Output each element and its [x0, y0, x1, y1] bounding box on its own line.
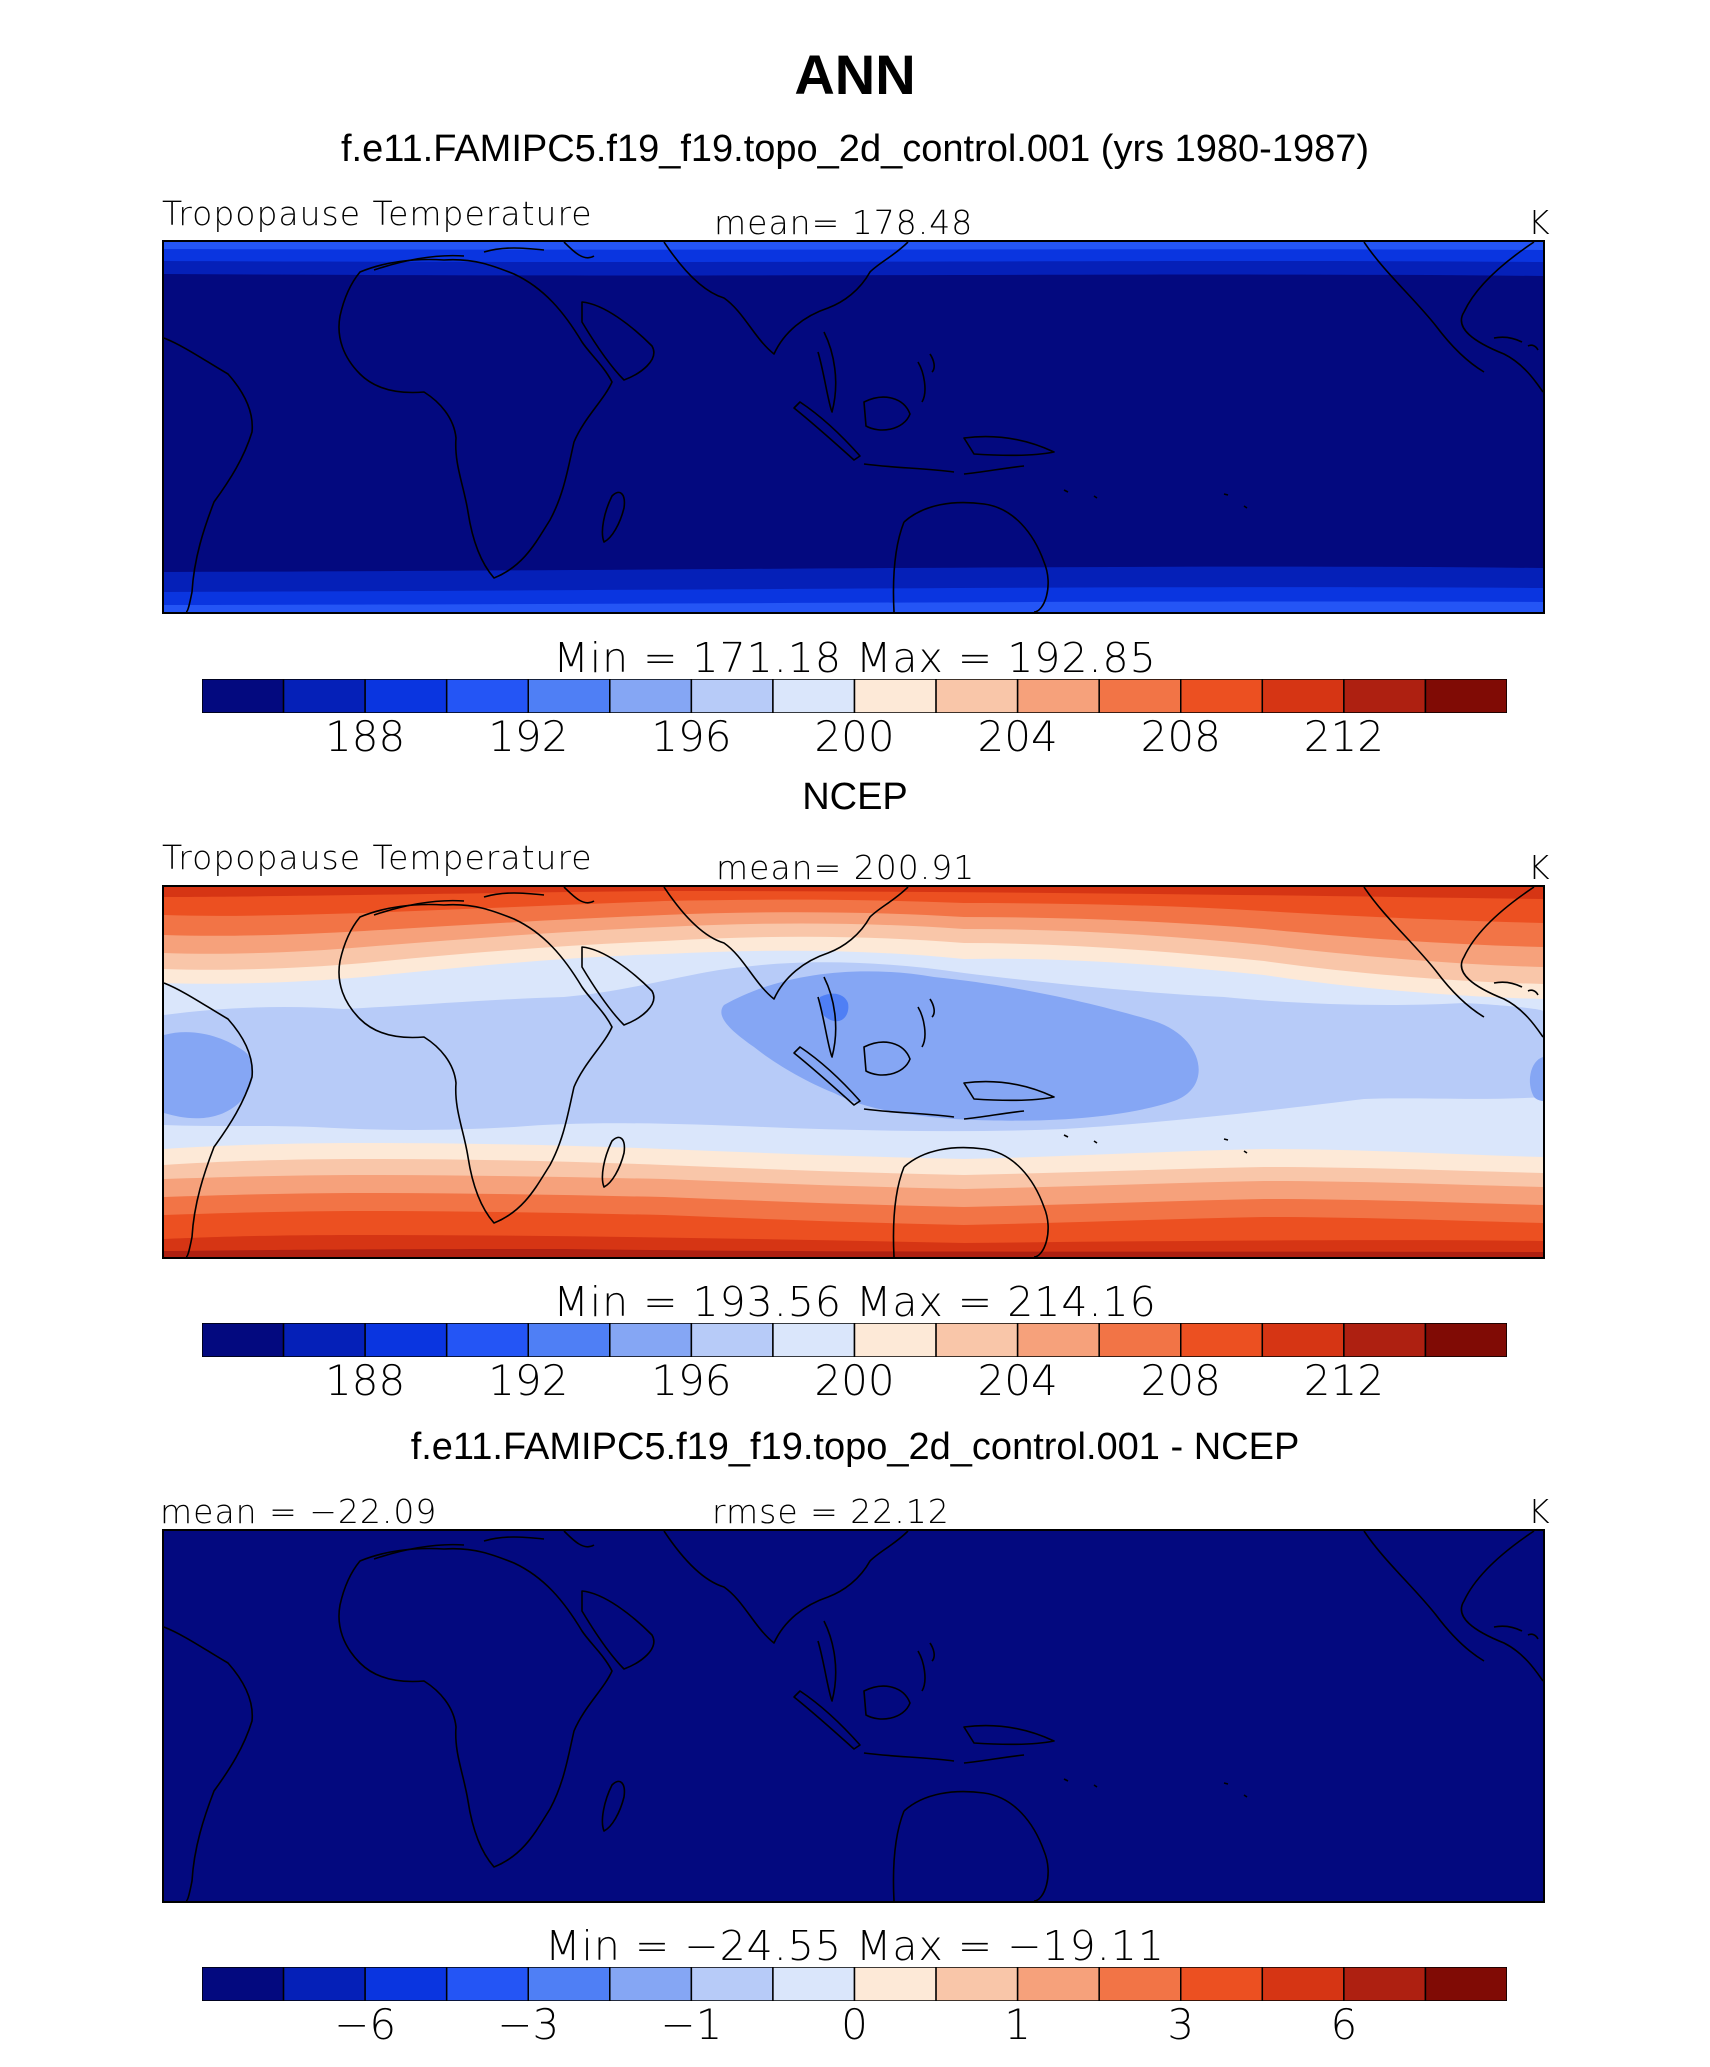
panel-1-minmax: Min = 171.18 Max = 192.85	[553, 634, 1157, 682]
colorbar-2-segment	[445, 1323, 529, 1357]
colorbar-2-tick-label: 192	[488, 1356, 569, 1405]
panel-3-mean-label: mean = −22.09	[160, 1492, 438, 1531]
colorbar-3-tick-label: −6	[334, 2000, 397, 2049]
panel-3-header: f.e11.FAMIPC5.f19_f19.topo_2d_control.00…	[410, 1426, 1300, 1468]
colorbar-2-segment	[527, 1323, 611, 1357]
colorbar-2-tick-label: 196	[651, 1356, 732, 1405]
colorbar-1-segment	[1424, 679, 1507, 713]
colorbar-3-segment	[1424, 1967, 1507, 2001]
colorbar-2-tick-label: 212	[1303, 1356, 1384, 1405]
panel-3-minmax: Min = −24.55 Max = −19.11	[545, 1922, 1165, 1970]
colorbar-1-tick-label: 188	[325, 712, 406, 761]
colorbar-2-segment	[1261, 1323, 1345, 1357]
colorbar-2-tick-label: 204	[977, 1356, 1058, 1405]
colorbar-2-segment	[853, 1323, 937, 1357]
ncep-south-america-cool	[164, 1032, 254, 1119]
panel-2-colorbar	[202, 1323, 1507, 1357]
colorbar-1-segment	[1180, 679, 1264, 713]
colorbar-3-segment	[202, 1967, 285, 2001]
colorbar-3-segment	[364, 1967, 448, 2001]
panel-3-rmse-label: rmse = 22.12	[712, 1492, 950, 1531]
colorbar-1-tick-label: 208	[1140, 712, 1221, 761]
panel-1-header: f.e11.FAMIPC5.f19_f19.topo_2d_control.00…	[340, 128, 1370, 170]
colorbar-3-segment	[1098, 1967, 1182, 2001]
colorbar-1-segment	[690, 679, 774, 713]
colorbar-3-segment	[282, 1967, 366, 2001]
colorbar-3-segment	[772, 1967, 856, 2001]
panel-1-mean-label: mean= 178.48	[714, 203, 974, 242]
colorbar-1-tick-label: 200	[814, 712, 895, 761]
colorbar-1-segment	[1343, 679, 1427, 713]
ncep-east-edge-cool	[1529, 1057, 1543, 1101]
colorbar-3-segment	[1261, 1967, 1345, 2001]
colorbar-3-tick-label: −1	[660, 2000, 723, 2049]
colorbar-1-segment	[1098, 679, 1182, 713]
colorbar-3-segment	[609, 1967, 693, 2001]
colorbar-2-segment	[364, 1323, 448, 1357]
colorbar-3-segment	[1016, 1967, 1100, 2001]
colorbar-3-segment	[935, 1967, 1019, 2001]
colorbar-1-tick-label: 196	[651, 712, 732, 761]
colorbar-2-tick-label: 188	[325, 1356, 406, 1405]
panel-3-units: K	[1528, 1492, 1551, 1531]
colorbar-3-segment	[445, 1967, 529, 2001]
colorbar-3-tick-label: 0	[841, 2000, 868, 2049]
panel-2-mean-label: mean= 200.91	[716, 848, 976, 887]
ncep-north-band-5	[164, 887, 1543, 923]
panel-1-variable-label: Tropopause Temperature	[162, 194, 593, 233]
panel-2-header: NCEP	[802, 776, 908, 818]
colorbar-1-segment	[527, 679, 611, 713]
figure-title: ANN	[794, 43, 916, 106]
colorbar-2-segment	[609, 1323, 693, 1357]
colorbar-2-tick-label: 208	[1140, 1356, 1221, 1405]
colorbar-3-segment	[1180, 1967, 1264, 2001]
model-north-band-3	[164, 242, 1543, 250]
model-south-band-3	[164, 601, 1543, 612]
colorbar-3-tick-label: 1	[1004, 2000, 1031, 2049]
colorbar-1-segment	[1261, 679, 1345, 713]
colorbar-2-segment	[1016, 1323, 1100, 1357]
colorbar-1-segment	[445, 679, 529, 713]
panel-1-units: K	[1528, 203, 1551, 242]
colorbar-1-tick-label: 204	[977, 712, 1058, 761]
colorbar-3-segment	[853, 1967, 937, 2001]
colorbar-1-segment	[935, 679, 1019, 713]
colorbar-1-tick-label: 212	[1303, 712, 1384, 761]
colorbar-2-segment	[1343, 1323, 1427, 1357]
panel-2-map	[162, 885, 1545, 1259]
panel-2-variable-label: Tropopause Temperature	[162, 838, 593, 877]
colorbar-1-segment	[364, 679, 448, 713]
colorbar-1-tick-label: 192	[488, 712, 569, 761]
colorbar-1-segment	[1016, 679, 1100, 713]
ncep-south-band-7	[164, 1249, 1543, 1257]
colorbar-2-segment	[1098, 1323, 1182, 1357]
ncep-north-band-6	[164, 887, 1543, 899]
colorbar-3-tick-label: 3	[1167, 2000, 1195, 2049]
colorbar-3-tick-label: 6	[1330, 2000, 1358, 2049]
colorbar-1-segment	[609, 679, 693, 713]
colorbar-2-segment	[1424, 1323, 1507, 1357]
panel-1-colorbar	[202, 679, 1507, 713]
colorbar-2-segment	[690, 1323, 774, 1357]
colorbar-1-segment	[772, 679, 856, 713]
colorbar-2-segment	[772, 1323, 856, 1357]
colorbar-3-segment	[690, 1967, 774, 2001]
colorbar-2-segment	[935, 1323, 1019, 1357]
panel-2-minmax: Min = 193.56 Max = 214.16	[553, 1278, 1157, 1326]
panel-3-colorbar	[202, 1967, 1507, 2001]
colorbar-3-segment	[1343, 1967, 1427, 2001]
colorbar-2-segment	[202, 1323, 285, 1357]
colorbar-3-tick-label: −3	[497, 2000, 560, 2049]
colorbar-2-segment	[282, 1323, 366, 1357]
panel-1-map	[162, 240, 1545, 614]
panel-2-units: K	[1528, 848, 1551, 887]
colorbar-3-segment	[527, 1967, 611, 2001]
colorbar-1-segment	[282, 679, 366, 713]
panel-3-map	[162, 1529, 1545, 1903]
colorbar-1-segment	[853, 679, 937, 713]
colorbar-2-segment	[1180, 1323, 1264, 1357]
colorbar-1-segment	[202, 679, 285, 713]
colorbar-2-tick-label: 200	[814, 1356, 895, 1405]
